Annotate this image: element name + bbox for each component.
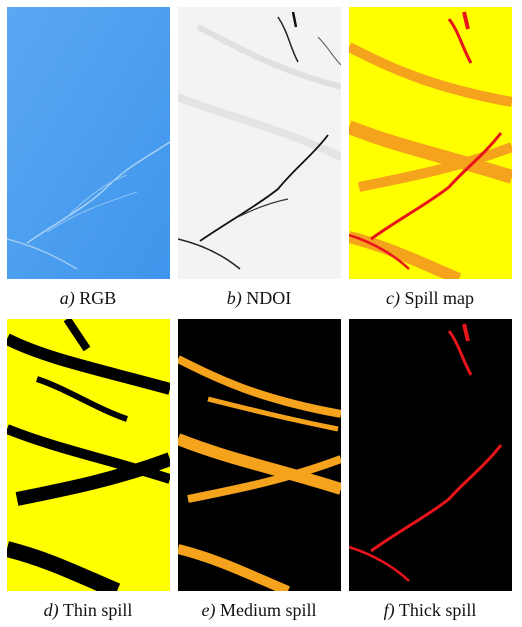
thin-spill-image [7,319,170,591]
caption-a: a) RGB [59,288,117,308]
medium-spill-panel [178,319,341,591]
caption-d: d) Thin spill [43,600,133,620]
spill-map-image [349,7,512,279]
caption-b: b) NDOI [226,288,292,308]
ndoi-panel [178,7,341,279]
medium-spill-image [178,319,341,591]
ndoi-image [178,7,341,279]
caption-e: e) Medium spill [201,600,317,620]
rgb-panel [7,7,170,279]
rgb-image [7,7,170,279]
thick-spill-panel [349,319,512,591]
spill-map-panel [349,7,512,279]
thin-spill-panel [7,319,170,591]
caption-f: f) Thick spill [383,600,477,620]
caption-c: c) Spill map [385,288,474,308]
thick-spill-image [349,319,512,591]
